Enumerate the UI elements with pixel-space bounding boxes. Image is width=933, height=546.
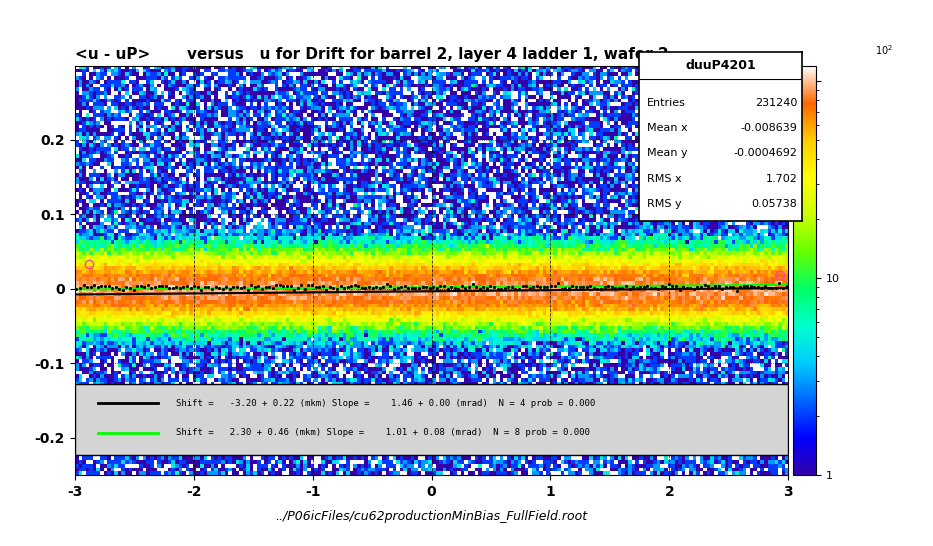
Text: duuP4201: duuP4201 xyxy=(686,59,756,72)
Text: -0.0004692: -0.0004692 xyxy=(733,149,798,158)
Text: Shift =   2.30 + 0.46 (mkm) Slope =    1.01 + 0.08 (mrad)  N = 8 prob = 0.000: Shift = 2.30 + 0.46 (mkm) Slope = 1.01 +… xyxy=(175,429,590,437)
Text: RMS x: RMS x xyxy=(648,174,682,184)
Text: Entries: Entries xyxy=(648,98,686,108)
Text: -0.008639: -0.008639 xyxy=(741,123,798,133)
Text: 0.05738: 0.05738 xyxy=(752,199,798,209)
Bar xyxy=(75,384,788,455)
Text: 10$^2$: 10$^2$ xyxy=(875,44,893,57)
Text: 1.702: 1.702 xyxy=(766,174,798,184)
X-axis label: ../P06icFiles/cu62productionMinBias_FullField.root: ../P06icFiles/cu62productionMinBias_Full… xyxy=(275,510,588,523)
Text: <u - uP>       versus   u for Drift for barrel 2, layer 4 ladder 1, wafer 2: <u - uP> versus u for Drift for barrel 2… xyxy=(75,46,668,62)
Text: Mean y: Mean y xyxy=(648,149,688,158)
Text: Shift =   -3.20 + 0.22 (mkm) Slope =    1.46 + 0.00 (mrad)  N = 4 prob = 0.000: Shift = -3.20 + 0.22 (mkm) Slope = 1.46 … xyxy=(175,399,595,408)
Text: 231240: 231240 xyxy=(755,98,798,108)
Bar xyxy=(639,52,802,79)
Text: Mean x: Mean x xyxy=(648,123,688,133)
Text: RMS y: RMS y xyxy=(648,199,682,209)
